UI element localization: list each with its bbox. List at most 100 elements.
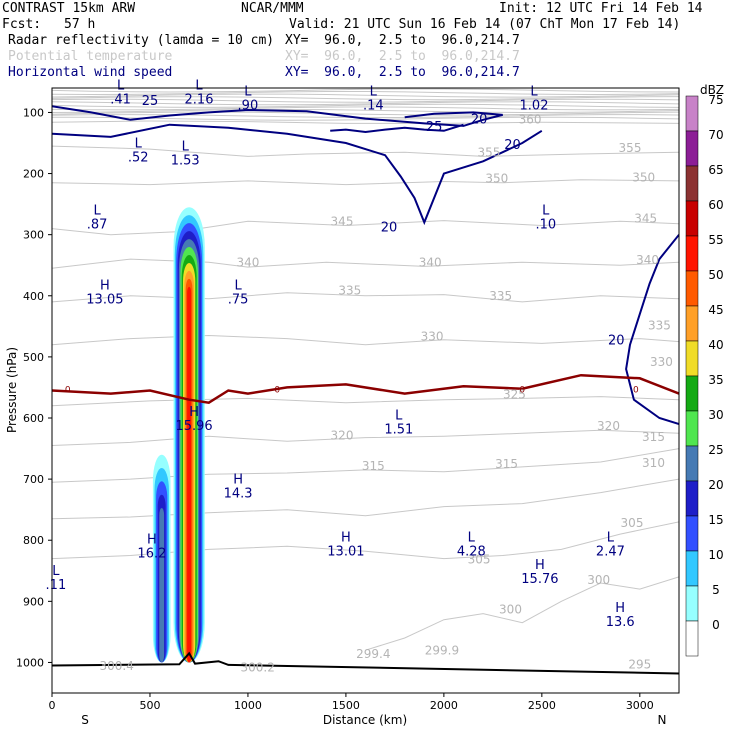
colorbar-label: 0 <box>712 618 720 632</box>
reflectivity-band-55-dbz <box>187 286 192 663</box>
field-theta-name: Potential temperature <box>8 49 173 64</box>
y-tick-label: 100 <box>23 106 44 119</box>
colorbar-label: 5 <box>712 583 720 597</box>
colorbar-label: 15 <box>708 513 723 527</box>
extremum-type: L <box>182 139 190 154</box>
x-tick-label: 1000 <box>234 699 262 712</box>
extremum-type: H <box>233 472 243 487</box>
theta-label: 315 <box>362 459 385 473</box>
x-tick-label: 3000 <box>626 699 654 712</box>
colorbar-swatch-20 <box>685 480 699 517</box>
extremum-value: 2.47 <box>596 545 625 560</box>
extremum-value: .14 <box>363 98 384 113</box>
theta-label: 340 <box>419 255 442 269</box>
extremum-value: 2.16 <box>185 92 214 107</box>
extremum-value: 16.2 <box>137 546 166 561</box>
theta-upper-contour <box>52 111 679 116</box>
x-tick-label: 0 <box>49 699 56 712</box>
extremum-type: H <box>147 532 157 547</box>
theta-label: 300 <box>587 573 610 587</box>
colorbar-label: 10 <box>708 548 723 562</box>
extremum-type: L <box>530 84 538 99</box>
theta-label: 305 <box>621 516 644 530</box>
model-title: CONTRAST 15km ARW <box>2 1 136 16</box>
extremum-type: L <box>468 531 476 546</box>
colorbar-label: 30 <box>708 408 723 422</box>
extremum-type: L <box>234 279 242 294</box>
extremum-value: 14.3 <box>224 486 253 501</box>
colorbar-swatch-75 <box>685 95 699 132</box>
colorbar-label: 40 <box>708 338 723 352</box>
extremum-type: H <box>535 558 545 573</box>
y-tick-label: 900 <box>23 595 44 608</box>
x-tick-label: 2000 <box>430 699 458 712</box>
colorbar-label: 20 <box>708 478 723 492</box>
wind-speed-contour <box>52 105 503 127</box>
x-axis-south-label: S <box>81 713 89 727</box>
theta-contour-360 <box>52 120 679 124</box>
y-tick-label: 400 <box>23 290 44 303</box>
theta-upper-contour <box>52 108 679 114</box>
zero-contour-label: 0 <box>274 386 280 396</box>
wind-contour-label: 20 <box>471 112 488 127</box>
extremum-value: 13.6 <box>606 615 635 630</box>
colorbar-swatch-30 <box>685 410 699 447</box>
colorbar-swatch-40 <box>685 340 699 377</box>
reflectivity-band-25-dbz <box>159 508 165 663</box>
theta-contour-300 <box>365 576 679 651</box>
colorbar-unit: dBZ <box>700 83 724 97</box>
valid-time: Valid: 21 UTC Sun 16 Feb 14 (07 ChT Mon … <box>289 17 681 32</box>
extremum-type: L <box>607 531 615 546</box>
theta-upper-contour <box>52 98 679 103</box>
colorbar-label: 50 <box>708 268 723 282</box>
colorbar-swatch-0 <box>685 620 699 657</box>
y-tick-label: 800 <box>23 534 44 547</box>
extremum-type: L <box>52 564 60 579</box>
y-tick-label: 600 <box>23 412 44 425</box>
theta-label: 330 <box>650 355 673 369</box>
extremum-value: 1.53 <box>171 153 200 168</box>
theta-label: 320 <box>331 428 354 442</box>
extremum-value: 13.05 <box>86 293 123 308</box>
theta-upper-contour <box>52 103 679 108</box>
theta-label: 340 <box>236 255 259 269</box>
theta-contour-340 <box>52 258 679 269</box>
theta-contour-355 <box>52 145 679 157</box>
extremum-value: 15.76 <box>521 572 558 587</box>
extremum-type: H <box>341 531 351 546</box>
theta-label: 315 <box>495 457 518 471</box>
theta-label: 299.9 <box>425 644 459 658</box>
theta-contour-325 <box>52 396 679 407</box>
extremum-type: L <box>93 204 101 219</box>
extremum-type: L <box>370 84 378 99</box>
wind-speed-contour <box>330 123 464 134</box>
y-tick-label: 1000 <box>16 656 44 669</box>
colorbar-swatch-50 <box>685 270 699 307</box>
theta-upper-contour <box>52 106 679 111</box>
colorbar-label: 65 <box>708 163 723 177</box>
colorbar-label: 75 <box>708 93 723 107</box>
extremum-type: L <box>195 78 203 93</box>
theta-label: 355 <box>477 145 500 159</box>
init-time: Init: 12 UTC Fri 14 Feb 14 <box>499 1 703 16</box>
extremum-value: 15.96 <box>175 419 212 434</box>
x-tick-label: 2500 <box>528 699 556 712</box>
theta-upper-contour <box>52 91 679 96</box>
theta-label: 305 <box>468 552 491 566</box>
extremum-type: L <box>542 204 550 219</box>
extremum-value: .41 <box>110 92 131 107</box>
x-axis-title: Distance (km) <box>323 713 407 727</box>
colorbar-label: 25 <box>708 443 723 457</box>
colorbar-label: 55 <box>708 233 723 247</box>
x-axis-north-label: N <box>658 713 667 727</box>
theta-upper-contour <box>52 116 679 121</box>
extremum-value: .10 <box>535 218 556 233</box>
wind-speed-contour <box>52 123 543 226</box>
extremum-value: .11 <box>46 578 67 593</box>
theta-label: 350 <box>632 171 655 185</box>
x-tick-label: 500 <box>139 699 160 712</box>
extremum-type: L <box>244 84 252 99</box>
theta-label: 360 <box>519 112 542 126</box>
field-reflectivity-xy: XY= 96.0, 2.5 to 96.0,214.7 <box>285 33 520 48</box>
